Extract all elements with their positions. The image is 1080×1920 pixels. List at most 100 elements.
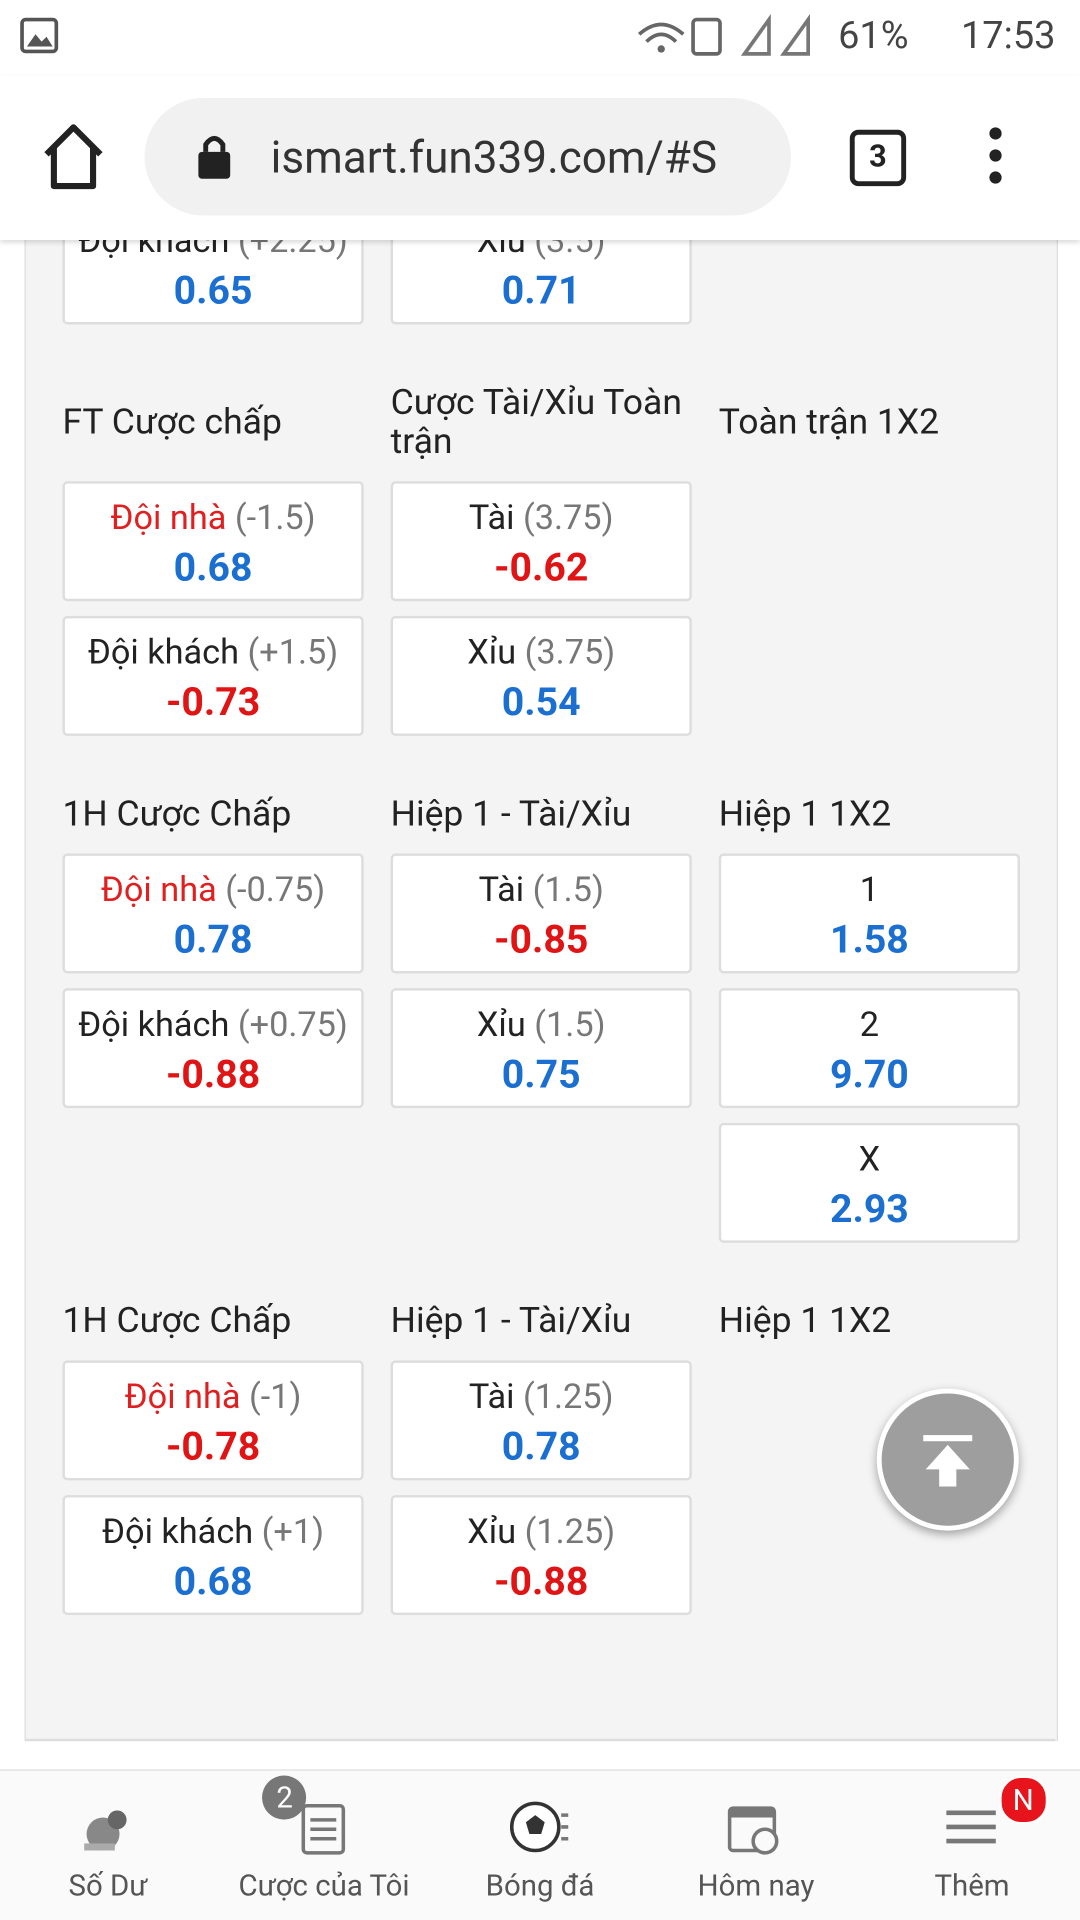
market-headers: FT Cược chấp Cược Tài/Xỉu Toàn trận Toàn t… <box>62 383 1020 461</box>
nav-item[interactable]: Bóng đá <box>432 1771 648 1920</box>
selection-name: Tài <box>468 1376 515 1417</box>
nav-icon <box>301 1803 345 1855</box>
selection-name: 2 <box>859 1004 880 1045</box>
nav-label: Số Dư <box>68 1868 148 1903</box>
scroll-top-button[interactable] <box>876 1388 1019 1531</box>
scroll-top-icon <box>923 1435 973 1487</box>
odds-cell[interactable]: Tài (3.75) -0.62 <box>390 481 692 602</box>
bottom-nav: Số Dư Cược của Tôi 2 Bóng đá Hôm nay Thêm N <box>0 1769 1080 1920</box>
address-bar[interactable]: ismart.fun339.com/#S <box>144 97 792 216</box>
odds-cell[interactable]: Đội nhà (-1) -0.78 <box>62 1360 364 1481</box>
handicap-line: (-0.75) <box>225 869 326 910</box>
selection: Đội nhà (-1) <box>77 1373 349 1422</box>
handicap-line: (1.25) <box>524 1511 616 1552</box>
handicap-line: (1.5) <box>534 1004 606 1045</box>
odds-cell[interactable]: X 2.93 <box>718 1122 1021 1243</box>
market-section: 1H Cược Chấp Hiệp 1 - Tài/Xỉu Hiệp 1 1X2 Độ… <box>62 1302 1020 1616</box>
markets: Đội khách (+2.25) 0.65 Xỉu (3.5) 0.71 FT Cượ… <box>62 204 1021 1673</box>
odds-cell[interactable]: 2 9.70 <box>718 988 1021 1109</box>
handicap-line: (+1) <box>261 1511 325 1552</box>
odds-cell[interactable]: Đội khách (+0.75) -0.88 <box>62 988 364 1109</box>
nav-item[interactable]: Thêm N <box>864 1771 1080 1920</box>
battery: 61% <box>838 12 909 58</box>
nav-item[interactable]: Số Dư <box>0 1771 216 1920</box>
home-button[interactable] <box>37 120 110 193</box>
status-bar: 61% 17:53 <box>0 0 1080 76</box>
odds-cell[interactable]: Xỉu (1.25) -0.88 <box>390 1495 692 1616</box>
odds-value: -0.73 <box>165 678 261 725</box>
nav-item[interactable]: Hôm nay <box>648 1771 864 1920</box>
odds-cell[interactable]: Đội khách (+1) 0.68 <box>62 1495 364 1616</box>
odds-value: -0.78 <box>165 1422 261 1470</box>
odds-grid: Đội nhà (-1.5) 0.68 Tài (3.75) -0.62 Đội khá… <box>62 481 1020 736</box>
odds-cell[interactable]: Xỉu (3.75) 0.54 <box>390 615 692 736</box>
handicap-line: (1.5) <box>532 869 604 910</box>
market-title: 1H Cược Chấp <box>62 793 292 836</box>
divider <box>24 1738 1056 1742</box>
market-title: Hiệp 1 - Tài/Xỉu <box>390 1300 632 1343</box>
market-title: Cược Tài/Xỉu Toàn trận <box>390 382 682 463</box>
nav-label: Bóng đá <box>485 1868 595 1903</box>
nav-icon <box>509 1801 569 1853</box>
selection: Đội khách (+0.75) <box>77 1000 349 1049</box>
selection: Tài (1.25) <box>405 1373 677 1422</box>
handicap-line: (1.25) <box>522 1376 614 1417</box>
odds-value: -0.85 <box>494 915 589 963</box>
nav-icon <box>84 1810 127 1851</box>
odds-cell[interactable]: Xỉu (1.5) 0.75 <box>390 988 692 1109</box>
odds-cell[interactable]: Đội khách (+1.5) -0.73 <box>62 615 364 736</box>
lock-icon <box>198 135 231 179</box>
market-title: Hiệp 1 1X2 <box>718 793 892 836</box>
url: ismart.fun339.com/#S <box>270 132 718 184</box>
odds-cell[interactable]: Đội nhà (-0.75) 0.78 <box>62 853 364 974</box>
selection: Xỉu (1.5) <box>405 1000 677 1049</box>
nav-badge: N <box>998 1775 1048 1825</box>
browser-bar: ismart.fun339.com/#S 3 <box>0 75 1080 241</box>
selection: Tài (3.75) <box>405 493 677 542</box>
odds-value: 0.68 <box>173 1557 253 1605</box>
market-headers: 1H Cược Chấp Hiệp 1 - Tài/Xỉu Hiệp 1 1X2 <box>62 795 1020 834</box>
odds-value: 0.78 <box>173 915 253 963</box>
odds-value: 0.65 <box>173 266 253 314</box>
nav-badge: 2 <box>262 1775 307 1820</box>
selection-name: Đội khách <box>78 1004 230 1045</box>
gallery-icon <box>20 17 59 54</box>
odds-cell[interactable]: Tài (1.25) 0.78 <box>390 1360 692 1481</box>
selection: Đội nhà (-0.75) <box>77 866 349 915</box>
odds-value: 0.54 <box>501 678 581 725</box>
odds-cell[interactable]: 1 1.58 <box>718 853 1021 974</box>
selection: Đội khách (+1) <box>77 1507 349 1556</box>
nav-label: Hôm nay <box>697 1868 815 1903</box>
selection-name: Đội nhà <box>110 497 227 538</box>
selection-name: Đội khách <box>102 1511 254 1552</box>
odds-value: 1.58 <box>829 915 909 963</box>
selection: Đội khách (+1.5) <box>77 628 349 677</box>
handicap-line: (+1.5) <box>247 631 339 673</box>
selection-name: Đội khách <box>87 631 240 673</box>
odds-value: -0.88 <box>165 1050 261 1098</box>
handicap-line: (-1) <box>249 1376 302 1417</box>
odds-cell[interactable]: Đội nhà (-1.5) 0.68 <box>62 481 364 602</box>
selection: 1 <box>733 866 1005 915</box>
market-section: FT Cược chấp Cược Tài/Xỉu Toàn trận Toàn t… <box>62 383 1020 736</box>
menu-button[interactable] <box>983 125 1007 186</box>
tab-count[interactable]: 3 <box>849 129 907 187</box>
handicap-line: (-1.5) <box>234 497 316 538</box>
odds-value: 0.71 <box>501 266 581 314</box>
selection-name: Đội nhà <box>100 869 217 910</box>
market-title: Toàn trận 1X2 <box>718 401 940 444</box>
odds-value: 0.75 <box>501 1050 581 1098</box>
nav-item[interactable]: Cược của Tôi 2 <box>216 1771 432 1920</box>
markets-panel: Đội khách (+2.25) 0.65 Xỉu (3.5) 0.71 FT Cượ… <box>24 0 1058 1742</box>
selection-name: Xỉu <box>467 1511 517 1552</box>
selection-name: Xỉu <box>467 631 517 673</box>
market-headers: 1H Cược Chấp Hiệp 1 - Tài/Xỉu Hiệp 1 1X2 <box>62 1302 1020 1341</box>
nav-icon <box>946 1810 996 1844</box>
odds-value: 2.93 <box>829 1185 909 1232</box>
selection-name: Tài <box>468 497 515 538</box>
market-title: Hiệp 1 1X2 <box>718 1300 892 1343</box>
nav-label: Thêm <box>934 1868 1010 1903</box>
odds-cell[interactable]: Tài (1.5) -0.85 <box>390 853 692 974</box>
